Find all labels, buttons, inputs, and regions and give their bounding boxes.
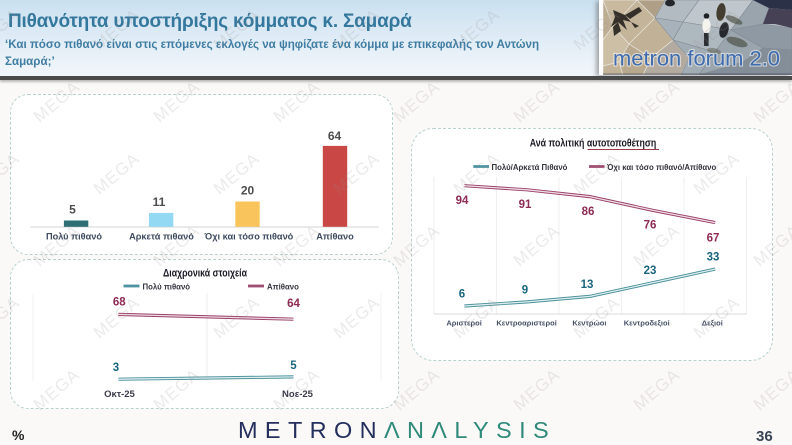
svg-text:20: 20 <box>241 184 255 198</box>
svg-text:64: 64 <box>328 129 342 143</box>
svg-text:76: 76 <box>644 220 657 232</box>
svg-text:6: 6 <box>459 289 465 301</box>
svg-text:Κεντροδεξιοί: Κεντροδεξιοί <box>624 319 670 328</box>
svg-text:11: 11 <box>153 195 166 209</box>
svg-text:Νοε-25: Νοε-25 <box>282 389 314 400</box>
svg-text:23: 23 <box>644 265 657 277</box>
svg-text:5: 5 <box>69 203 76 217</box>
svg-text:metron forum 2.0: metron forum 2.0 <box>613 47 780 71</box>
svg-text:33: 33 <box>707 252 720 264</box>
svg-text:Απίθανο: Απίθανο <box>316 232 354 242</box>
svg-text:Οκτ-25: Οκτ-25 <box>104 389 135 400</box>
svg-text:Δεξιοί: Δεξιοί <box>702 319 723 328</box>
svg-text:Όχι και τόσο πιθανό: Όχι και τόσο πιθανό <box>204 232 294 242</box>
svg-text:Πολύ πιθανό: Πολύ πιθανό <box>46 232 102 242</box>
svg-text:Αριστεροί: Αριστεροί <box>446 319 481 328</box>
svg-text:67: 67 <box>707 233 720 245</box>
svg-text:64: 64 <box>287 298 300 310</box>
svg-text:Κεντροαριστεροί: Κεντροαριστεροί <box>496 319 556 328</box>
svg-text:68: 68 <box>113 297 126 309</box>
svg-text:Όχι και τόσο πιθανό/Απίθανο: Όχι και τόσο πιθανό/Απίθανο <box>606 163 716 172</box>
svg-text:Πολύ πιθανό: Πολύ πιθανό <box>143 283 191 292</box>
svg-text:Ανά πολιτική αυτοτοποθέτηση: Ανά πολιτική αυτοτοποθέτηση <box>530 138 657 150</box>
svg-text:Κεντρώοι: Κεντρώοι <box>572 319 606 328</box>
svg-text:13: 13 <box>581 279 594 291</box>
svg-text:9: 9 <box>522 285 528 297</box>
svg-text:5: 5 <box>290 360 297 372</box>
svg-text:metron forum 2.0: metron forum 2.0 <box>613 47 780 71</box>
svg-text:Διαχρονικά στοιχεία: Διαχρονικά στοιχεία <box>163 268 247 280</box>
svg-text:Αρκετά πιθανό: Αρκετά πιθανό <box>129 232 194 242</box>
svg-text:Πολύ/Αρκετά Πιθανό: Πολύ/Αρκετά Πιθανό <box>492 163 568 172</box>
svg-text:Απίθανο: Απίθανο <box>267 283 299 292</box>
svg-text:94: 94 <box>456 195 469 207</box>
svg-text:86: 86 <box>582 206 595 218</box>
svg-text:91: 91 <box>519 199 532 211</box>
svg-text:3: 3 <box>113 362 119 374</box>
